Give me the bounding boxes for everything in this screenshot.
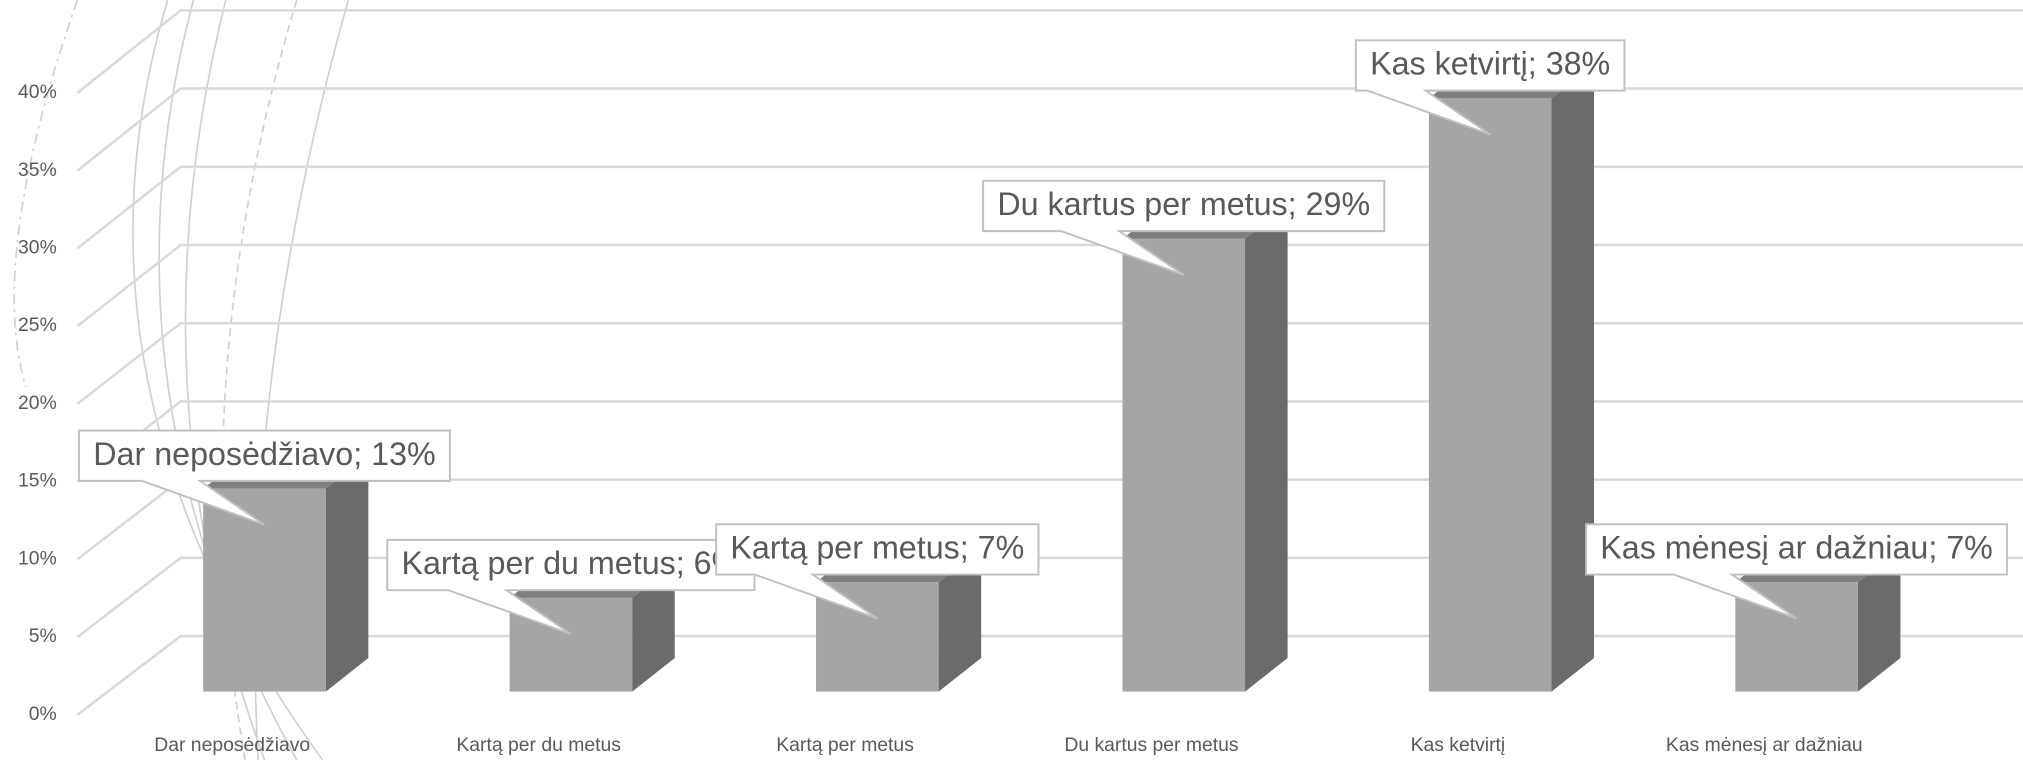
data-label-text: Kartą per du metus; 6% <box>401 545 740 581</box>
grid-line <box>76 87 2023 172</box>
data-label-text: Dar neposėdžiavo; 13% <box>93 436 435 472</box>
x-tick-label: Kartą per du metus <box>456 734 621 756</box>
bar <box>1428 64 1595 692</box>
x-tick-label: Kas mėnesį ar dažniau <box>1666 734 1863 756</box>
data-label: Kas mėnesį ar dažniau; 7% <box>1585 523 2009 620</box>
grid-line <box>76 556 2023 639</box>
bar-side <box>1551 64 1595 692</box>
callout-box <box>78 429 451 526</box>
bar-front <box>203 488 326 692</box>
x-tick-label: Kas ketvirtį <box>1411 734 1506 756</box>
data-label-text: Kartą per metus; 7% <box>730 530 1024 566</box>
grid-line <box>76 165 2023 250</box>
data-label: Kas ketvirtį; 38% <box>1354 39 1626 136</box>
y-tick-label: 5% <box>29 625 57 647</box>
grid-line <box>76 321 2023 405</box>
data-label: Kartą per du metus; 6% <box>386 538 756 635</box>
bar-side <box>938 548 982 692</box>
callout-box <box>1585 523 2009 620</box>
bar <box>203 455 369 692</box>
data-label: Dar neposėdžiavo; 13% <box>78 429 451 526</box>
bar <box>1122 205 1288 692</box>
x-tick-label: Kartą per metus <box>776 734 914 756</box>
data-label-text: Kas ketvirtį; 38% <box>1370 46 1610 82</box>
bar-side <box>1245 205 1288 692</box>
callout-box <box>982 179 1386 276</box>
y-tick-label: 25% <box>18 314 57 336</box>
grid-line <box>76 243 2023 328</box>
callout-box <box>715 523 1040 620</box>
y-tick-label: 40% <box>18 81 57 103</box>
data-label: Du kartus per metus; 29% <box>982 179 1386 276</box>
x-tick-label: Du kartus per metus <box>1064 734 1238 756</box>
y-tick-label: 20% <box>18 392 57 414</box>
bar-side <box>1857 548 1901 692</box>
y-tick-label: 15% <box>18 470 57 492</box>
y-tick-label: 10% <box>18 547 57 569</box>
data-label: Kartą per metus; 7% <box>715 523 1040 620</box>
grid-line <box>76 634 2023 716</box>
y-tick-label: 35% <box>18 159 57 181</box>
y-tick-label: 0% <box>29 703 57 725</box>
x-tick-label: Dar neposėdžiavo <box>154 734 310 756</box>
bar-side <box>325 455 369 692</box>
data-label-text: Kas mėnesį ar dažniau; 7% <box>1600 530 1993 566</box>
bar-front <box>1122 238 1246 692</box>
grid-line <box>76 9 2023 94</box>
y-tick-label: 30% <box>18 237 57 259</box>
callout-box <box>1354 39 1626 136</box>
bar-side <box>632 564 675 692</box>
data-label-text: Du kartus per metus; 29% <box>997 186 1370 222</box>
bar-front <box>1428 98 1552 692</box>
